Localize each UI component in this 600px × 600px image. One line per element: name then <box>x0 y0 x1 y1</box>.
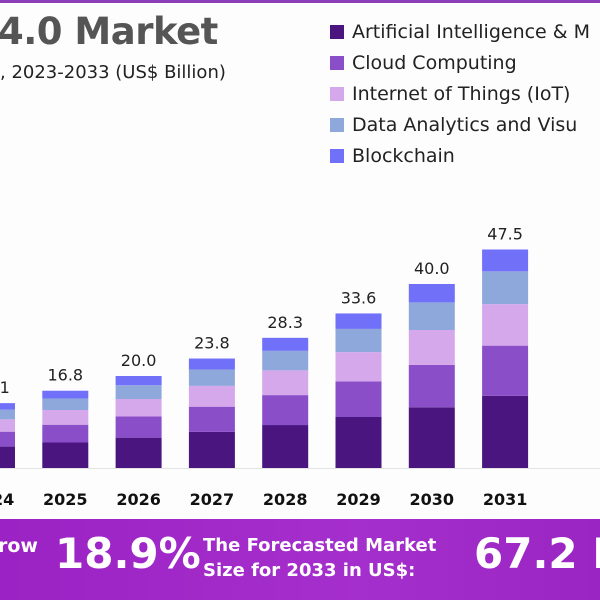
bar-segment-2028-4 <box>262 350 309 371</box>
banner-forecast-text: The Forecasted Market Size for 2033 in U… <box>203 533 436 583</box>
data-label-2024: 14.1 <box>0 378 10 397</box>
bar-segment-2026-1 <box>115 437 162 468</box>
x-tick-label-2027: 2027 <box>190 490 235 509</box>
bar-segment-2030-1 <box>408 407 455 468</box>
bar-segment-2028-3 <box>262 370 309 396</box>
legend-swatch <box>330 55 344 70</box>
legend-label: Internet of Things (IoT) <box>352 82 571 105</box>
legend-item-cloud: Cloud Computing <box>330 47 590 78</box>
x-tick-label-2030: 2030 <box>410 490 455 509</box>
legend-item-data-analytics: Data Analytics and Visu <box>330 109 590 140</box>
banner-cagr: 18.9% <box>55 529 201 578</box>
x-tick-label-2026: 2026 <box>116 490 161 509</box>
bar-segment-2030-4 <box>408 302 455 330</box>
data-label-2030: 40.0 <box>414 259 450 278</box>
legend-swatch <box>330 117 344 132</box>
legend-item-iot: Internet of Things (IoT) <box>330 78 590 109</box>
legend-item-ai: Artificial Intelligence & M <box>330 16 590 47</box>
bar-segment-2027-5 <box>188 358 235 370</box>
bar-segment-2031-5 <box>482 249 529 272</box>
banner-grow-text: row <box>0 535 38 557</box>
bar-chart: 14.1 2024 16.8 2025 20.0 2026 23.8 2027 28.3 2028… <box>0 225 600 509</box>
bar-segment-2025-2 <box>42 424 89 443</box>
bar-segment-2024-2 <box>0 431 15 447</box>
legend-item-blockchain: Blockchain <box>330 140 590 171</box>
legend-label: Blockchain <box>352 144 455 167</box>
bar-segment-2031-1 <box>482 395 529 468</box>
bar-segment-2028-1 <box>262 425 309 468</box>
legend-label: Artificial Intelligence & M <box>352 20 591 43</box>
bar-segment-2029-1 <box>335 416 382 468</box>
bar-segment-2031-4 <box>482 271 529 305</box>
data-label-2026: 20.0 <box>121 351 157 370</box>
data-label-2029: 33.6 <box>341 288 377 307</box>
bar-segment-2028-2 <box>262 395 309 426</box>
chart-subtitle: , 2023-2033 (US$ Billion) <box>0 62 226 83</box>
bar-segment-2025-1 <box>42 442 89 468</box>
data-label-2027: 23.8 <box>194 334 230 353</box>
x-tick-label-2025: 2025 <box>43 490 88 509</box>
top-border <box>0 0 600 3</box>
bar-segment-2028-5 <box>262 337 309 351</box>
data-label-2031: 47.5 <box>487 225 523 244</box>
bar-segment-2024-3 <box>0 419 15 432</box>
bar-segment-2027-3 <box>188 385 235 407</box>
bar-segment-2026-2 <box>115 416 162 438</box>
bar-segment-2031-2 <box>482 345 529 396</box>
x-tick-label-2024: 2024 <box>0 490 14 509</box>
legend-label: Data Analytics and Visu <box>352 113 578 136</box>
bar-segment-2030-3 <box>408 330 455 365</box>
bar-segment-2026-5 <box>115 376 162 386</box>
bar-segment-2027-2 <box>188 406 235 432</box>
bar-segment-2031-3 <box>482 304 529 346</box>
bar-segment-2030-2 <box>408 364 455 408</box>
bar-segment-2027-1 <box>188 431 235 468</box>
banner-forecast-line2: Size for 2033 in US$: <box>203 560 416 581</box>
x-tick-label-2031: 2031 <box>483 490 528 509</box>
bar-segment-2024-1 <box>0 446 15 468</box>
bar-segment-2030-5 <box>408 284 455 303</box>
legend-swatch <box>330 86 344 101</box>
bar-segment-2024-4 <box>0 409 15 420</box>
chart-title: 4.0 Market <box>0 10 218 53</box>
summary-banner: row 18.9% The Forecasted Market Size for… <box>0 519 600 600</box>
bar-segment-2025-5 <box>42 390 89 399</box>
bar-segment-2026-3 <box>115 399 162 417</box>
data-label-2025: 16.8 <box>47 366 83 385</box>
bar-segment-2029-3 <box>335 352 382 382</box>
bar-segment-2029-5 <box>335 313 382 329</box>
bar-segment-2024-5 <box>0 403 15 410</box>
bar-segment-2025-3 <box>42 410 89 425</box>
bar-segment-2025-4 <box>42 398 89 411</box>
x-tick-label-2028: 2028 <box>263 490 308 509</box>
legend: Artificial Intelligence & M Cloud Comput… <box>330 16 590 171</box>
legend-label: Cloud Computing <box>352 51 517 74</box>
legend-swatch <box>330 148 344 163</box>
bar-segment-2027-4 <box>188 369 235 386</box>
bar-segment-2029-4 <box>335 328 382 353</box>
data-label-2028: 28.3 <box>267 313 303 332</box>
banner-market-size: 67.2 B <box>474 529 600 578</box>
x-tick-label-2029: 2029 <box>336 490 381 509</box>
legend-swatch <box>330 24 344 39</box>
banner-forecast-line1: The Forecasted Market <box>203 535 437 556</box>
bar-segment-2029-2 <box>335 381 382 417</box>
bar-segment-2026-4 <box>115 385 162 399</box>
